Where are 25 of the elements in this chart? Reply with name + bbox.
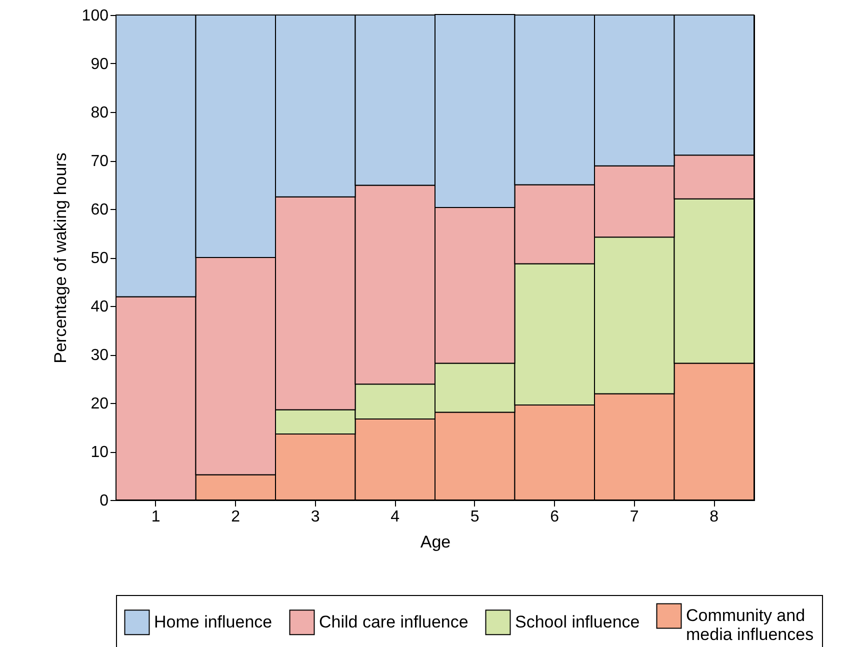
x-axis-title: Age	[420, 532, 451, 552]
y-tick-label: 100	[82, 8, 109, 24]
x-tick-label: 8	[710, 508, 719, 526]
x-tick-label: 2	[231, 508, 240, 526]
y-tick-label: 70	[90, 153, 109, 170]
legend-label: Home influence	[154, 612, 272, 632]
x-tick-label: 6	[550, 508, 560, 526]
x-tick-label: 3	[310, 508, 320, 526]
y-tick-label: 20	[90, 396, 109, 412]
legend-label: Community and media influences	[686, 606, 814, 644]
x-tick-label: 5	[470, 508, 480, 526]
x-tick-label: 4	[390, 508, 400, 526]
x-tick-label: 7	[630, 508, 639, 526]
x-tick-label: 1	[151, 508, 160, 526]
legend-label: School influence	[515, 612, 640, 632]
y-axis-title: Percentage of waking hours	[50, 152, 70, 364]
y-tick-label: 90	[90, 56, 109, 73]
y-tick-label: 40	[90, 298, 109, 316]
y-tick-label: 10	[90, 444, 109, 461]
y-tick-label: 0	[100, 492, 109, 510]
y-tick-label: 30	[90, 347, 109, 364]
y-tick-label: 80	[90, 104, 109, 122]
y-tick-label: 60	[90, 202, 109, 218]
legend-label: Child care influence	[319, 612, 468, 632]
y-tick-label: 50	[90, 250, 109, 267]
